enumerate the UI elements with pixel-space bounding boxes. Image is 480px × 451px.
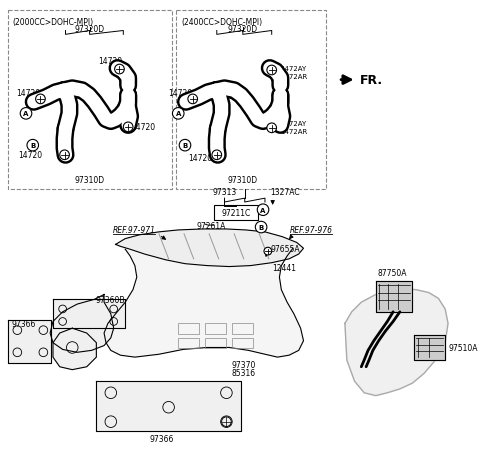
Bar bbox=[232, 324, 253, 334]
Text: 14720: 14720 bbox=[188, 154, 212, 163]
Text: 97366: 97366 bbox=[12, 319, 36, 328]
Text: 14720: 14720 bbox=[98, 57, 122, 66]
Text: 97320D: 97320D bbox=[74, 25, 105, 34]
Bar bbox=[205, 338, 227, 349]
Bar bbox=[178, 338, 200, 349]
Circle shape bbox=[188, 95, 197, 105]
Polygon shape bbox=[53, 299, 125, 328]
Text: 1327AC: 1327AC bbox=[270, 188, 300, 197]
Text: 97370: 97370 bbox=[231, 360, 256, 369]
Circle shape bbox=[179, 140, 191, 152]
Text: FR.: FR. bbox=[360, 74, 384, 87]
Circle shape bbox=[267, 124, 276, 133]
Polygon shape bbox=[116, 230, 303, 267]
Polygon shape bbox=[50, 295, 114, 353]
Circle shape bbox=[60, 151, 70, 160]
Polygon shape bbox=[8, 320, 51, 363]
Text: 97310D: 97310D bbox=[74, 175, 105, 184]
Text: 87750A: 87750A bbox=[378, 268, 407, 277]
Text: 97366: 97366 bbox=[150, 434, 174, 443]
Bar bbox=[8, 11, 171, 189]
Polygon shape bbox=[104, 245, 303, 357]
Circle shape bbox=[20, 108, 32, 120]
Text: 97510A: 97510A bbox=[449, 343, 479, 352]
Circle shape bbox=[27, 140, 38, 152]
Text: 1472AR: 1472AR bbox=[280, 129, 308, 134]
Circle shape bbox=[267, 66, 276, 76]
Polygon shape bbox=[96, 382, 241, 431]
Polygon shape bbox=[53, 328, 96, 370]
Bar bbox=[232, 338, 253, 349]
Text: B: B bbox=[30, 143, 36, 149]
Bar bbox=[178, 324, 200, 334]
Text: 12441: 12441 bbox=[273, 263, 297, 272]
Text: 97655A: 97655A bbox=[271, 244, 300, 253]
Circle shape bbox=[255, 222, 267, 233]
Text: 97310D: 97310D bbox=[228, 175, 258, 184]
Bar bbox=[205, 324, 227, 334]
Text: 97261A: 97261A bbox=[196, 221, 226, 230]
Text: 97313: 97313 bbox=[212, 188, 237, 197]
Text: 97360B: 97360B bbox=[96, 295, 125, 304]
Text: (2000CC>DOHC-MPI): (2000CC>DOHC-MPI) bbox=[12, 18, 94, 27]
Text: A: A bbox=[260, 207, 266, 213]
Circle shape bbox=[115, 65, 124, 75]
Text: A: A bbox=[176, 111, 181, 117]
Bar bbox=[176, 11, 325, 189]
Text: 1472AY: 1472AY bbox=[280, 66, 307, 72]
Text: REF.97-976: REF.97-976 bbox=[290, 226, 333, 234]
Text: B: B bbox=[182, 143, 188, 149]
Circle shape bbox=[36, 95, 45, 105]
Text: B: B bbox=[259, 225, 264, 230]
Circle shape bbox=[172, 108, 184, 120]
Circle shape bbox=[123, 123, 133, 133]
Text: 85316: 85316 bbox=[231, 368, 255, 377]
Text: A: A bbox=[24, 111, 29, 117]
Text: 14720: 14720 bbox=[131, 123, 155, 132]
Text: 97211C: 97211C bbox=[221, 209, 251, 218]
Circle shape bbox=[264, 248, 272, 255]
Text: REF.97-971: REF.97-971 bbox=[113, 226, 156, 234]
Polygon shape bbox=[376, 281, 412, 312]
Bar bbox=[214, 206, 258, 221]
Text: 14720: 14720 bbox=[16, 88, 40, 97]
Text: 14720: 14720 bbox=[168, 88, 193, 97]
Text: 1472AY: 1472AY bbox=[280, 121, 307, 127]
Circle shape bbox=[257, 204, 269, 216]
Text: 14720: 14720 bbox=[18, 151, 42, 160]
Text: 97320D: 97320D bbox=[228, 25, 258, 34]
Text: 1472AR: 1472AR bbox=[280, 74, 308, 80]
Polygon shape bbox=[345, 289, 448, 396]
Polygon shape bbox=[414, 335, 445, 360]
Circle shape bbox=[212, 151, 222, 160]
Text: (2400CC>DOHC-MPI): (2400CC>DOHC-MPI) bbox=[181, 18, 262, 27]
